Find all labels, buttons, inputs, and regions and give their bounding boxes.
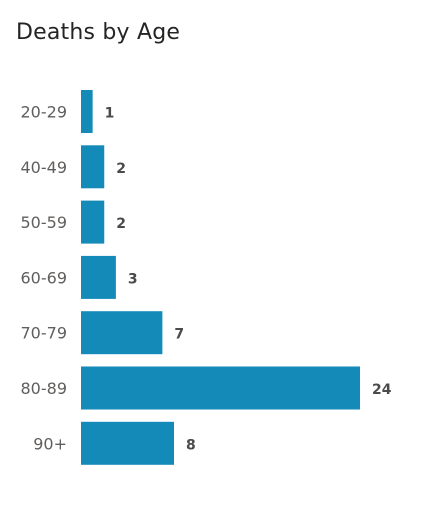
bar[interactable] [81, 255, 116, 299]
chart-title: Deaths by Age [16, 20, 181, 45]
data-label: 2 [116, 216, 126, 232]
data-labels: 1 2 2 3 7 24 8 [105, 106, 392, 454]
data-label: 1 [105, 106, 115, 122]
category-label: 80-89 [21, 379, 68, 398]
category-label: 90+ [33, 434, 67, 453]
category-label: 60-69 [21, 268, 68, 287]
category-label: 20-29 [21, 103, 68, 122]
data-label: 7 [174, 327, 184, 343]
bar[interactable] [81, 145, 105, 189]
data-label: 24 [372, 382, 392, 398]
category-label: 70-79 [21, 324, 68, 343]
bars-group [81, 90, 360, 465]
category-label: 40-49 [21, 158, 68, 177]
bar[interactable] [81, 366, 360, 410]
bar[interactable] [81, 421, 174, 465]
data-label: 8 [186, 437, 196, 453]
data-label: 2 [116, 161, 126, 177]
bar[interactable] [81, 200, 105, 244]
category-label: 50-59 [21, 213, 68, 232]
data-label: 3 [128, 271, 138, 287]
bar[interactable] [81, 90, 93, 133]
bar[interactable] [81, 311, 163, 355]
category-axis: 20-29 40-49 50-59 60-69 70-79 80-89 90+ [21, 103, 68, 454]
